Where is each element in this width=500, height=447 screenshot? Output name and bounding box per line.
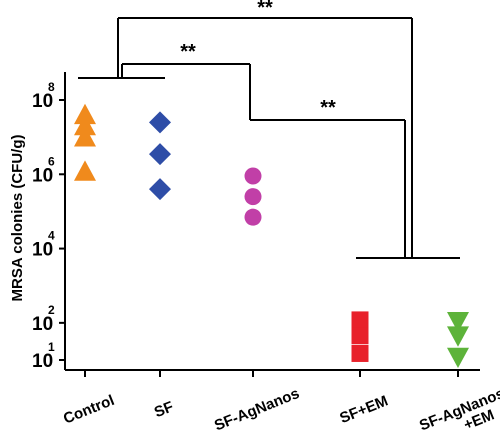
y-tick-label: 10 xyxy=(32,240,53,261)
y-tick-label: 10 xyxy=(32,91,53,112)
y-tick-label: 10 xyxy=(32,351,53,372)
square-marker xyxy=(351,344,369,362)
triangle-down-marker xyxy=(447,311,469,333)
triangle-down-marker xyxy=(447,326,469,347)
significance-stars: ** xyxy=(257,0,273,19)
significance-stars: ** xyxy=(180,41,196,63)
y-tick-exponent: 2 xyxy=(48,303,55,317)
circle-marker xyxy=(244,208,262,226)
y-tick-exponent: 4 xyxy=(48,229,55,243)
x-category-label: SF-AgNanos xyxy=(212,385,302,434)
y-tick-exponent: 6 xyxy=(48,154,55,168)
triangle-marker xyxy=(74,114,96,136)
square-marker xyxy=(351,311,369,329)
diamond-marker xyxy=(149,111,171,134)
data-points xyxy=(74,103,469,369)
x-category-label: SF-AgNanos+EM xyxy=(417,385,500,447)
circle-marker xyxy=(244,167,262,185)
diamond-marker xyxy=(149,178,171,201)
axes xyxy=(59,72,480,377)
circle-marker xyxy=(244,188,262,206)
x-category-label: Control xyxy=(61,392,117,428)
x-category-labels: Control SF SF-AgNanos SF+EM SF-AgNanos+EM xyxy=(61,385,500,447)
y-tick-exponent: 8 xyxy=(48,80,55,94)
y-tick-exponent: 1 xyxy=(48,340,55,354)
triangle-marker xyxy=(74,160,96,181)
square-marker xyxy=(351,327,369,345)
triangle-down-marker xyxy=(447,347,469,369)
y-tick-label: 10 xyxy=(32,314,53,335)
x-category-label: SF xyxy=(152,398,176,421)
significance-brackets: ** ** ** xyxy=(78,0,460,259)
triangle-marker xyxy=(74,126,96,147)
diamond-marker xyxy=(149,143,171,166)
y-axis-label: MRSA colonies (CFU/g) xyxy=(9,135,26,302)
y-tick-label: 10 xyxy=(32,165,53,186)
triangle-marker xyxy=(74,103,96,125)
significance-stars: ** xyxy=(320,97,336,119)
x-category-label: SF+EM xyxy=(337,392,390,427)
